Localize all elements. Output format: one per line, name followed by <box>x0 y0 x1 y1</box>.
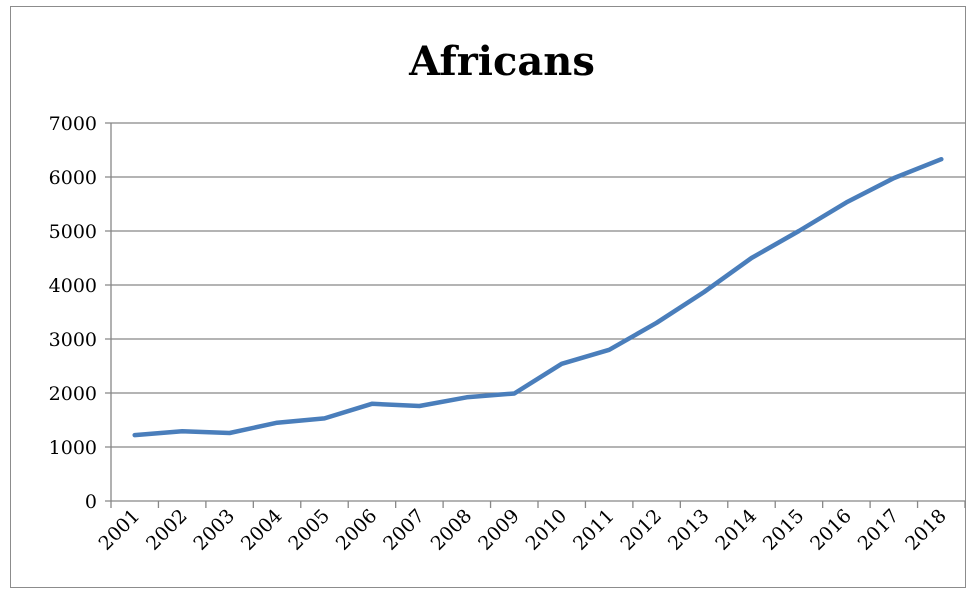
y-tick-label: 7000 <box>49 113 97 135</box>
data-point <box>607 348 612 353</box>
series-group <box>132 156 944 438</box>
x-tick-label: 2003 <box>189 505 239 555</box>
x-tick-label: 2008 <box>427 505 477 555</box>
x-tick-label: 2018 <box>901 505 951 555</box>
y-axis: 0 1000 2000 3000 4000 5000 6000 7000 <box>49 113 112 513</box>
gridlines <box>105 122 965 502</box>
y-tick-label: 2000 <box>49 383 97 405</box>
x-tick-label: 2007 <box>379 505 429 555</box>
x-tick-label: 2012 <box>616 505 666 555</box>
data-point <box>797 229 802 234</box>
x-tick-label: 2009 <box>474 505 524 555</box>
chart-frame <box>10 6 966 588</box>
data-point <box>322 416 327 421</box>
x-tick-label: 2002 <box>142 505 192 555</box>
data-point <box>844 200 849 205</box>
x-tick-label: 2011 <box>569 505 619 555</box>
y-tick-label: 0 <box>85 491 97 513</box>
y-tick-label: 4000 <box>49 275 97 297</box>
data-point <box>512 391 517 396</box>
data-point <box>654 321 659 326</box>
x-tick-label: 2001 <box>95 505 145 555</box>
data-point <box>275 420 280 425</box>
x-tick-label: 2010 <box>522 505 572 555</box>
data-point <box>749 256 754 261</box>
series-line-0 <box>132 156 944 438</box>
y-tick-label: 6000 <box>49 167 97 189</box>
x-tick-label: 2014 <box>711 505 761 555</box>
data-point <box>465 395 470 400</box>
data-point <box>892 176 897 181</box>
data-point <box>227 431 232 436</box>
data-point <box>939 157 944 162</box>
data-point <box>702 290 707 295</box>
data-point <box>180 429 185 434</box>
chart-title: Africans <box>408 38 595 85</box>
x-tick-label: 2013 <box>664 505 714 555</box>
x-tick-label: 2004 <box>237 505 287 555</box>
data-point <box>559 362 564 367</box>
x-tick-label: 2017 <box>854 505 904 555</box>
data-point <box>370 402 375 407</box>
x-tick-label: 2015 <box>759 505 809 555</box>
data-point <box>417 404 422 409</box>
x-tick-label: 2016 <box>806 505 856 555</box>
x-tick-label: 2006 <box>332 505 382 555</box>
y-tick-label: 3000 <box>49 329 97 351</box>
y-tick-label: 1000 <box>49 437 97 459</box>
x-tick-label: 2005 <box>284 505 334 555</box>
data-point <box>132 433 137 438</box>
y-tick-label: 5000 <box>49 221 97 243</box>
x-axis: 2001200220032004200520062007200820092010… <box>95 501 966 555</box>
